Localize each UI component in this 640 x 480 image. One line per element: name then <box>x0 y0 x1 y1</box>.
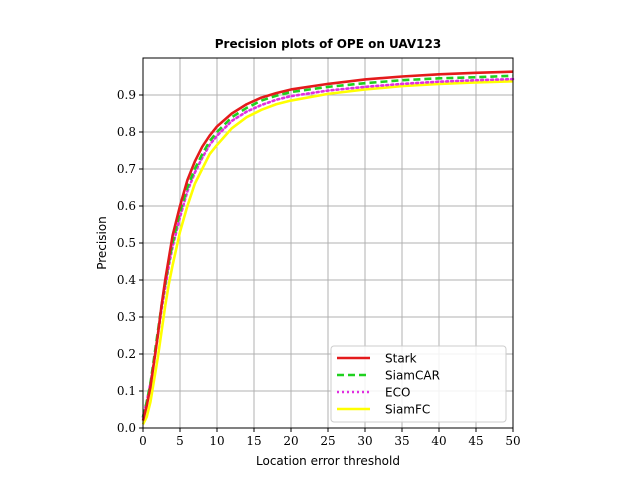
x-axis-label: Location error threshold <box>256 454 400 468</box>
y-tick-label: 0.2 <box>117 347 136 361</box>
x-tick-label: 40 <box>431 434 446 448</box>
y-axis-label: Precision <box>95 216 109 270</box>
y-tick-label: 0.3 <box>117 310 136 324</box>
x-tick-label: 5 <box>176 434 184 448</box>
x-axis-ticks: 0 5 10 15 20 25 30 35 40 45 50 <box>139 428 521 448</box>
y-tick-label: 0.6 <box>117 199 136 213</box>
y-tick-label: 0.1 <box>117 384 136 398</box>
y-tick-label: 0.4 <box>117 273 136 287</box>
legend-label-eco: ECO <box>385 386 410 400</box>
y-tick-label: 0.0 <box>117 421 136 435</box>
y-tick-label: 0.9 <box>117 88 136 102</box>
legend-label-siamcar: SiamCAR <box>385 369 440 383</box>
legend-label-stark: Stark <box>385 352 417 366</box>
series-line-stark <box>141 70 514 421</box>
x-tick-label: 10 <box>209 434 224 448</box>
series-line-siamfc <box>141 80 514 425</box>
legend: Stark SiamCAR ECO SiamFC <box>330 345 507 423</box>
x-tick-label: 50 <box>505 434 520 448</box>
y-tick-label: 0.8 <box>117 125 136 139</box>
legend-box <box>330 345 507 423</box>
x-tick-label: 20 <box>283 434 298 448</box>
y-axis-ticks: 0.0 0.1 0.2 0.3 0.4 0.5 0.6 0.7 0.8 0.9 <box>117 88 143 435</box>
x-tick-label: 15 <box>246 434 261 448</box>
x-tick-label: 45 <box>468 434 483 448</box>
x-tick-label: 0 <box>139 434 147 448</box>
x-tick-label: 35 <box>394 434 409 448</box>
series-layer <box>141 70 515 425</box>
y-tick-label: 0.5 <box>117 236 136 250</box>
x-tick-label: 25 <box>320 434 335 448</box>
y-tick-label: 0.7 <box>117 162 136 176</box>
legend-label-siamfc: SiamFC <box>385 403 430 417</box>
x-tick-label: 30 <box>357 434 372 448</box>
chart-title: Precision plots of OPE on UAV123 <box>215 37 441 51</box>
